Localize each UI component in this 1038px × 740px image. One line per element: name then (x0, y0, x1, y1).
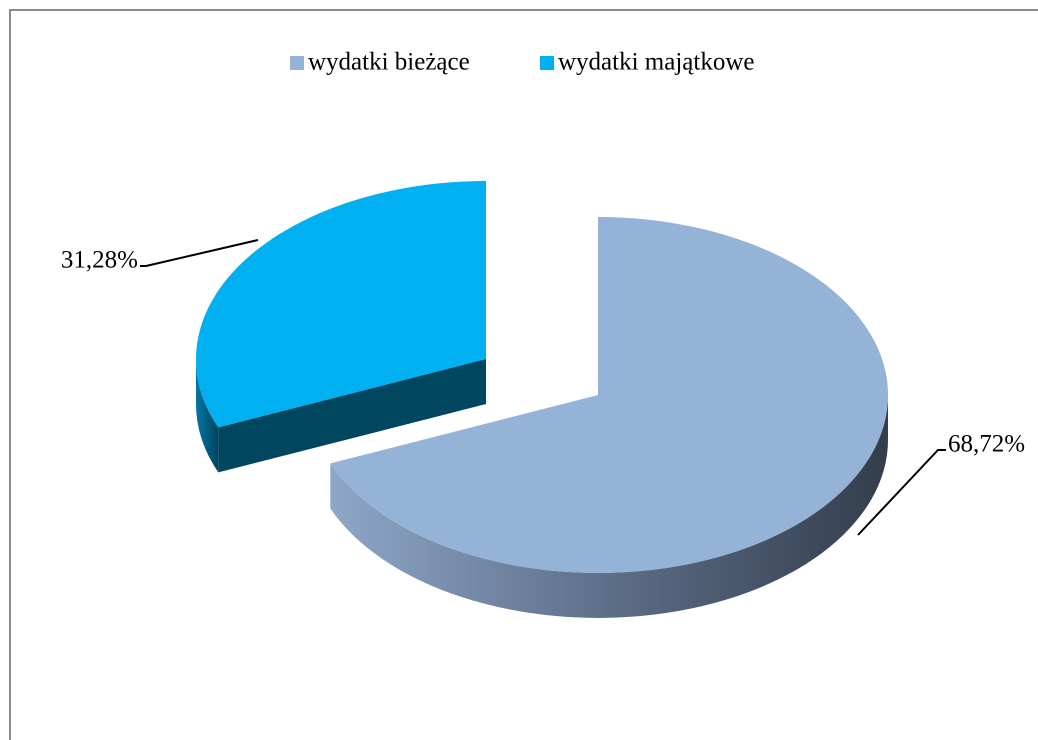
data-label: 68,72% (948, 431, 1025, 458)
legend: wydatki bieżące wydatki majątkowe (290, 49, 754, 76)
legend-swatch (540, 56, 554, 70)
pie: 31,28% 68,72% (61, 181, 1025, 618)
legend-swatch (290, 56, 304, 70)
slice-side (196, 359, 219, 473)
slice (330, 217, 889, 573)
legend-label: wydatki bieżące (308, 49, 470, 76)
slice-side (330, 395, 888, 618)
data-label: 31,28% (61, 247, 138, 274)
slice (196, 181, 486, 428)
legend-label: wydatki majątkowe (558, 49, 754, 76)
leader-line (140, 239, 259, 267)
leader-line (857, 449, 946, 536)
slice-face (218, 359, 487, 473)
